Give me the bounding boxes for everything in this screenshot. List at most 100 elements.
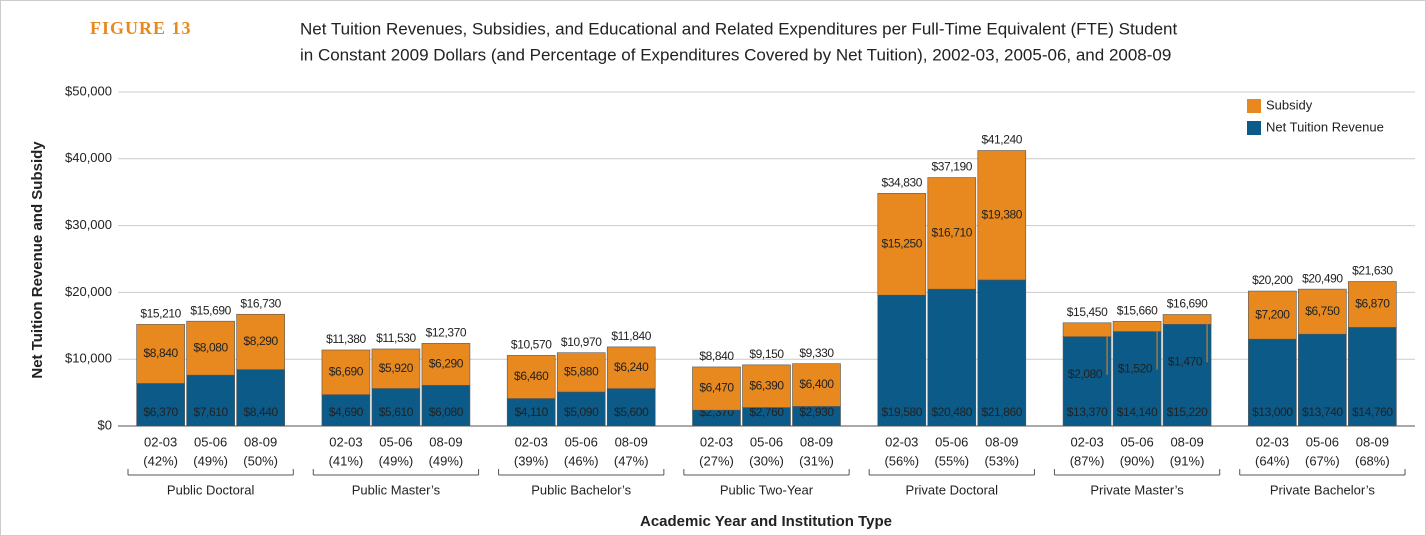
value-label: $2,080 xyxy=(1068,367,1103,381)
share-label: (67%) xyxy=(1305,453,1340,468)
value-label: $6,400 xyxy=(799,377,834,391)
chart-title: in Constant 2009 Dollars (and Percentage… xyxy=(300,45,1171,64)
y-tick-label: $50,000 xyxy=(65,83,112,98)
share-label: (53%) xyxy=(984,453,1019,468)
group-label: Public Doctoral xyxy=(167,482,255,497)
x-tick-label: 02-03 xyxy=(329,434,362,449)
x-tick-label: 05-06 xyxy=(565,434,598,449)
total-label: $11,840 xyxy=(611,329,651,343)
value-label: $15,220 xyxy=(1167,405,1208,419)
bar-segment xyxy=(136,383,185,427)
bar-segment xyxy=(1248,290,1297,340)
y-axis-label: Net Tuition Revenue and Subsidy xyxy=(29,141,46,379)
bar-segment xyxy=(371,388,421,427)
bar-segment xyxy=(321,349,371,395)
share-label: (87%) xyxy=(1070,453,1105,468)
x-tick-label: 05-06 xyxy=(1306,434,1339,449)
share-label: (46%) xyxy=(564,453,599,468)
y-tick-label: $0 xyxy=(98,417,112,432)
value-label: $13,000 xyxy=(1252,405,1293,419)
group-label: Public Two-Year xyxy=(720,482,814,497)
x-tick-label: 08-09 xyxy=(985,434,1018,449)
total-label: $11,380 xyxy=(326,332,366,346)
value-label: $6,870 xyxy=(1355,297,1390,311)
x-tick-label: 02-03 xyxy=(885,434,918,449)
share-label: (64%) xyxy=(1255,453,1290,468)
group-label: Private Bachelor’s xyxy=(1270,482,1376,497)
bar-segment xyxy=(1112,321,1162,332)
share-label: (91%) xyxy=(1170,453,1205,468)
value-label: $13,370 xyxy=(1067,405,1108,419)
x-tick-label: 08-09 xyxy=(1356,434,1389,449)
bar-segment xyxy=(236,369,285,427)
bar-segment xyxy=(556,352,606,393)
x-axis-label: Academic Year and Institution Type xyxy=(640,513,892,530)
total-label: $9,150 xyxy=(749,347,784,361)
bar-segment xyxy=(606,346,656,389)
value-label: $6,290 xyxy=(429,357,464,371)
x-tick-label: 02-03 xyxy=(144,434,177,449)
share-label: (50%) xyxy=(243,453,278,468)
total-label: $20,200 xyxy=(1252,273,1293,287)
share-label: (39%) xyxy=(514,453,549,468)
x-tick-label: 02-03 xyxy=(515,434,548,449)
total-label: $37,190 xyxy=(931,160,972,174)
bar-segment xyxy=(1162,324,1212,427)
x-tick-label: 05-06 xyxy=(750,434,783,449)
total-label: $9,330 xyxy=(799,346,834,360)
total-label: $11,530 xyxy=(376,331,416,345)
value-label: $1,520 xyxy=(1118,362,1153,376)
share-label: (90%) xyxy=(1120,453,1155,468)
bar-segment xyxy=(1298,333,1347,427)
x-tick-label: 08-09 xyxy=(429,434,462,449)
bar-segment xyxy=(421,385,471,427)
x-tick-label: 02-03 xyxy=(1070,434,1103,449)
bar-segment xyxy=(1248,338,1297,427)
bar-segment xyxy=(556,391,606,427)
value-label: $6,750 xyxy=(1305,304,1340,318)
bar-segment xyxy=(742,364,791,408)
bar-segment xyxy=(792,363,841,407)
value-label: $19,380 xyxy=(981,207,1022,221)
total-label: $16,690 xyxy=(1167,297,1208,311)
bar-segment xyxy=(1062,336,1112,427)
share-label: (31%) xyxy=(799,453,834,468)
total-label: $15,210 xyxy=(140,307,181,321)
total-label: $34,830 xyxy=(881,176,922,190)
share-label: (55%) xyxy=(934,453,969,468)
x-tick-label: 05-06 xyxy=(1120,434,1153,449)
value-label: $8,440 xyxy=(243,405,278,419)
value-label: $6,080 xyxy=(429,405,464,419)
value-label: $4,110 xyxy=(515,405,549,419)
group-label: Public Master’s xyxy=(352,482,441,497)
bar-segment xyxy=(692,366,741,411)
total-label: $15,690 xyxy=(190,303,231,317)
bar-segment xyxy=(421,343,471,386)
bar-segment xyxy=(506,355,556,399)
share-label: (30%) xyxy=(749,453,784,468)
share-label: (56%) xyxy=(884,453,919,468)
value-label: $6,470 xyxy=(699,381,734,395)
value-label: $5,090 xyxy=(564,405,599,419)
bar-segment xyxy=(371,348,421,389)
bar-segment xyxy=(136,324,185,384)
y-tick-label: $10,000 xyxy=(65,351,112,366)
bar-segment xyxy=(927,288,977,427)
value-label: $2,760 xyxy=(749,405,784,419)
value-label: $6,240 xyxy=(614,360,649,374)
bar-segment xyxy=(1298,288,1347,335)
legend-swatch xyxy=(1247,99,1261,113)
total-label: $10,570 xyxy=(511,338,552,352)
x-tick-label: 08-09 xyxy=(615,434,648,449)
bar-segment xyxy=(927,177,977,290)
share-label: (42%) xyxy=(143,453,178,468)
share-label: (41%) xyxy=(329,453,364,468)
bar-segment xyxy=(236,313,285,370)
total-label: $8,840 xyxy=(699,349,734,363)
total-label: $12,370 xyxy=(426,326,467,340)
value-label: $6,370 xyxy=(143,405,178,419)
bar-segment xyxy=(1348,281,1397,328)
legend-swatch xyxy=(1247,121,1261,135)
share-label: (47%) xyxy=(614,453,649,468)
